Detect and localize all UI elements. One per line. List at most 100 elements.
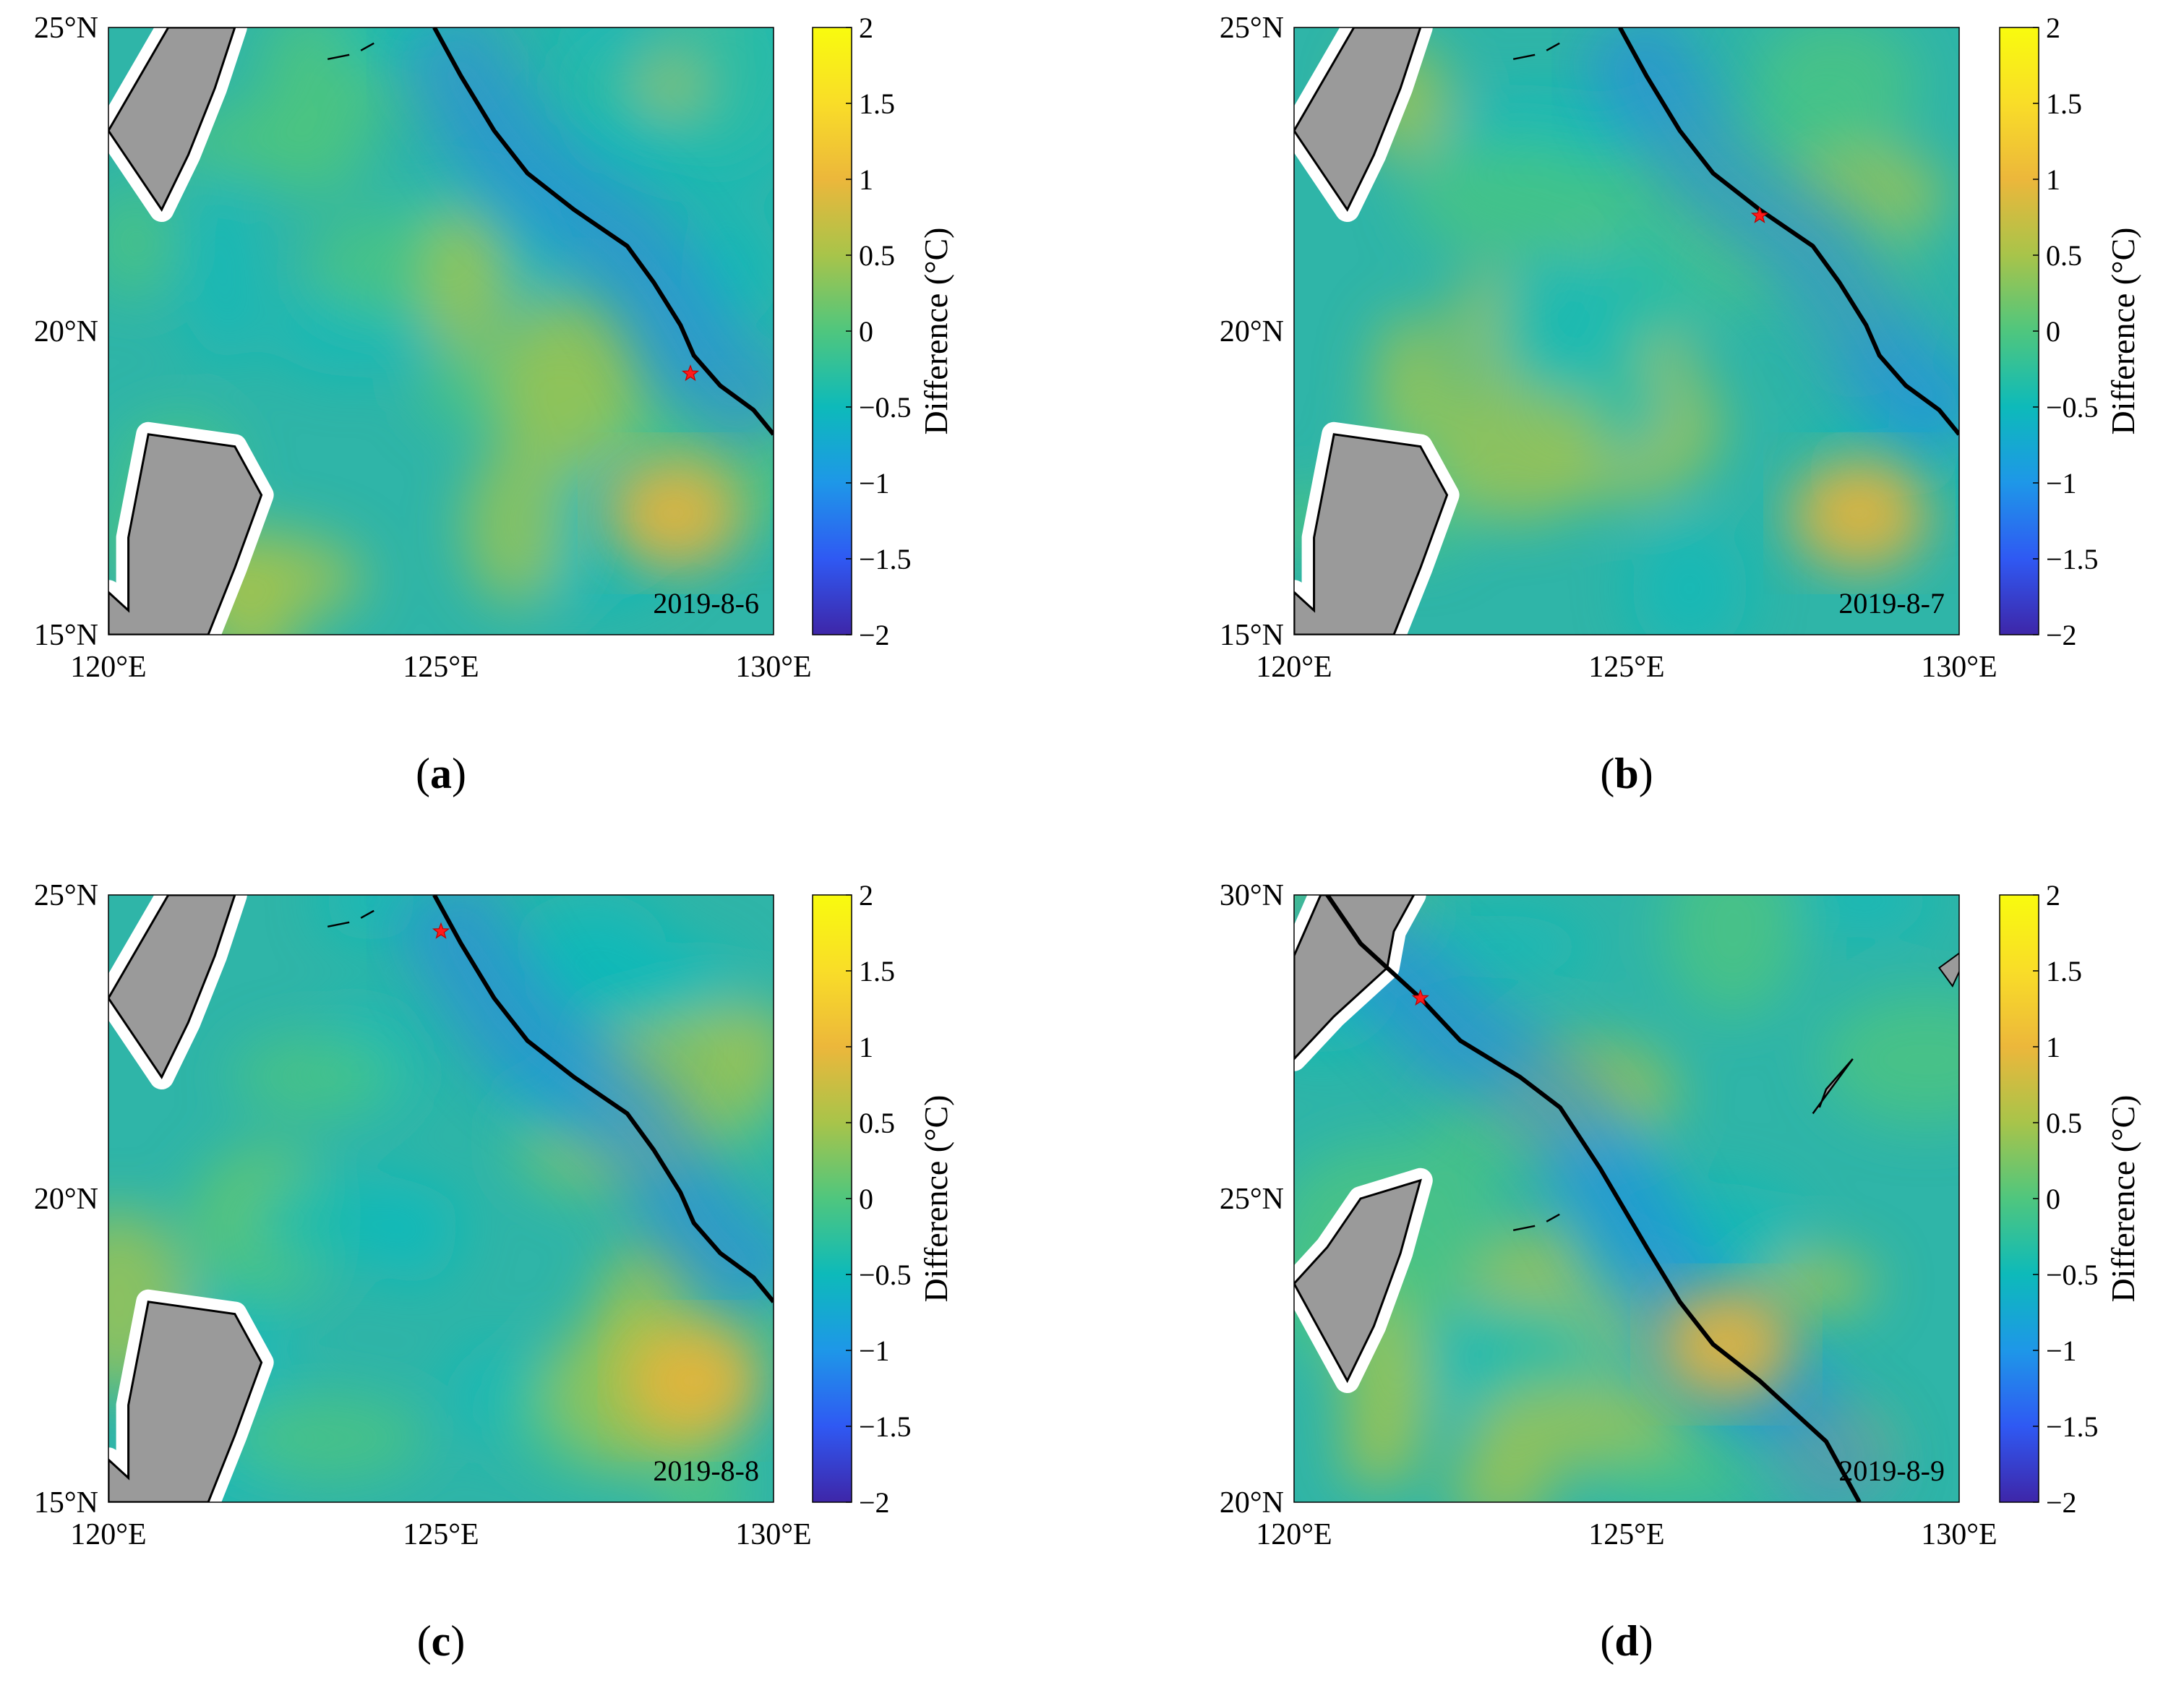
colorbar-tick-label: −1 xyxy=(2046,1334,2077,1367)
colorbar-tick-label: 0.5 xyxy=(2046,239,2082,272)
y-tick-label: 30°N xyxy=(1220,879,1284,912)
luzon-landmass xyxy=(108,433,263,635)
y-tick-label: 25°N xyxy=(34,879,98,912)
colorbar-tick-label: 1.5 xyxy=(859,955,895,987)
colorbar xyxy=(1999,894,2039,1503)
colorbar-tick-label: 2 xyxy=(859,12,873,44)
typhoon-track xyxy=(1618,27,1959,436)
islet-outline xyxy=(327,909,374,928)
taiwan-landmass xyxy=(108,895,236,1079)
panel-a: 2019-8-6 120°E 125°E 130°E 15°N 20°N 25°N 2 1.5 1… xyxy=(34,12,954,797)
colorbar-title: Difference (°C) xyxy=(2104,227,2141,434)
colorbar xyxy=(812,27,852,635)
x-tick-label: 125°E xyxy=(1588,1518,1664,1551)
colorbar-tick-label: −1 xyxy=(859,1334,890,1367)
colorbar-tick-label: −1.5 xyxy=(859,1410,912,1443)
y-tick-label: 15°N xyxy=(34,619,98,652)
y-tick-label: 25°N xyxy=(1220,12,1284,45)
colorbar-tick-label: 0 xyxy=(859,1183,873,1215)
x-tick-label: 125°E xyxy=(403,1518,479,1551)
y-tick-label: 20°N xyxy=(34,315,98,348)
colorbar-tick-label: −0.5 xyxy=(859,1259,912,1291)
panel-label: (b) xyxy=(1600,750,1653,797)
colorbar-tick-label: 0.5 xyxy=(859,1107,895,1139)
map-frame xyxy=(108,27,774,635)
islet-outline xyxy=(327,42,374,61)
y-tick-label: 15°N xyxy=(1220,619,1284,652)
colorbar-tick-label: −1.5 xyxy=(859,543,912,575)
colorbar-tick-label: −0.5 xyxy=(2046,1259,2099,1291)
map-frame xyxy=(1293,27,1960,635)
typhoon-position-star-icon xyxy=(1411,989,1429,1006)
colorbar-tick-label: 0 xyxy=(2046,315,2060,348)
date-label: 2019-8-9 xyxy=(1838,1454,1945,1487)
y-tick-label: 20°N xyxy=(34,1183,98,1216)
typhoon-position-star-icon xyxy=(432,922,450,939)
taiwan-landmass xyxy=(1294,27,1422,212)
colorbar-tick-label: 1.5 xyxy=(2046,87,2082,120)
sst-field xyxy=(108,27,774,635)
colorbar-tick-label: 0 xyxy=(2046,1183,2060,1215)
x-tick-label: 130°E xyxy=(1921,651,1997,684)
colorbar-tick-label: 2 xyxy=(859,879,873,912)
panel-c: 2019-8-8 120°E 125°E 130°E 15°N 20°N 25°N 2 1.5 1… xyxy=(34,879,954,1665)
x-tick-label: 120°E xyxy=(70,651,146,684)
colorbar-tick-label: −2 xyxy=(859,1486,890,1519)
colorbar-tick-label: −2 xyxy=(2046,1486,2077,1519)
land-masses xyxy=(1294,27,1560,635)
date-label: 2019-8-7 xyxy=(1838,587,1945,620)
date-label: 2019-8-8 xyxy=(653,1454,759,1487)
panel-b: 2019-8-7 120°E 125°E 130°E 15°N 20°N 25°N 2 1.5 1… xyxy=(1220,12,2141,797)
x-tick-label: 120°E xyxy=(1256,1518,1332,1551)
colorbar-tick-label: −2 xyxy=(2046,619,2077,651)
luzon-landmass xyxy=(108,1301,263,1502)
islet-outline xyxy=(1512,42,1560,61)
colorbar-title: Difference (°C) xyxy=(2104,1094,2141,1302)
map-frame xyxy=(1293,894,1960,1503)
typhoon-position-star-icon xyxy=(681,364,700,382)
colorbar xyxy=(812,894,852,1503)
y-tick-label: 20°N xyxy=(1220,315,1284,348)
x-tick-label: 125°E xyxy=(403,651,479,684)
typhoon-track xyxy=(432,895,774,1303)
taiwan-landmass xyxy=(1294,1178,1422,1384)
colorbar-tick-label: −0.5 xyxy=(2046,391,2099,424)
land-masses xyxy=(1294,895,1959,1393)
colorbar-tick-label: 0.5 xyxy=(2046,1107,2082,1139)
islet-outline xyxy=(1512,1213,1560,1232)
typhoon-position-star-icon xyxy=(1750,206,1769,223)
colorbar xyxy=(1999,27,2039,635)
typhoon-track xyxy=(432,27,774,436)
colorbar-tick-label: 0.5 xyxy=(859,239,895,272)
luzon-landmass xyxy=(1294,433,1449,635)
x-tick-label: 130°E xyxy=(735,1518,811,1551)
colorbar-tick-label: 1 xyxy=(2046,1031,2060,1063)
y-tick-label: 15°N xyxy=(34,1486,98,1520)
colorbar-tick-label: −0.5 xyxy=(859,391,912,424)
colorbar-tick-label: 1.5 xyxy=(859,87,895,120)
colorbar-tick-label: 1 xyxy=(2046,163,2060,196)
y-tick-label: 25°N xyxy=(34,12,98,45)
x-tick-label: 120°E xyxy=(1256,651,1332,684)
date-label: 2019-8-6 xyxy=(653,587,759,620)
land-masses xyxy=(108,27,374,635)
colorbar-tick-label: −1 xyxy=(859,467,890,500)
taiwan-landmass xyxy=(108,27,236,212)
panel-d: 2019-8-9 120°E 125°E 130°E 20°N 25°N 30°N 2 1.5 1… xyxy=(1220,879,2141,1665)
panel-label: (c) xyxy=(417,1617,466,1665)
y-tick-label: 25°N xyxy=(1220,1183,1284,1216)
colorbar-tick-label: −1.5 xyxy=(2046,543,2099,575)
panel-label: (d) xyxy=(1600,1617,1653,1665)
colorbar-title: Difference (°C) xyxy=(917,227,954,434)
map-frame xyxy=(108,894,774,1503)
x-tick-label: 130°E xyxy=(735,651,811,684)
land-masses xyxy=(108,895,374,1502)
colorbar-tick-label: 2 xyxy=(2046,879,2060,912)
sst-field xyxy=(1294,27,1959,635)
colorbar-title: Difference (°C) xyxy=(917,1094,954,1302)
x-tick-label: 120°E xyxy=(70,1518,146,1551)
island-icon xyxy=(1938,952,1959,987)
okinawa-outline xyxy=(1812,1058,1854,1115)
